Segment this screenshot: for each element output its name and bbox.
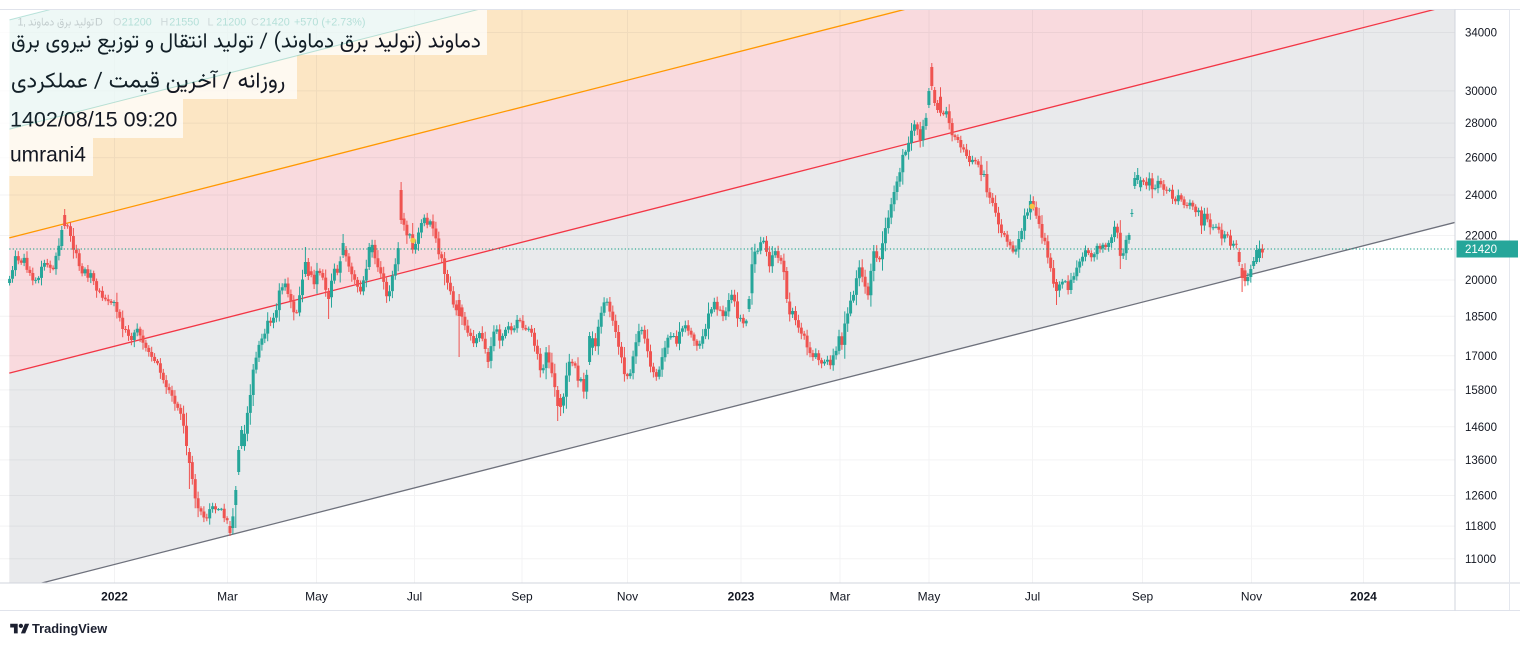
svg-text:May: May bbox=[305, 590, 328, 604]
svg-text:17000: 17000 bbox=[1465, 351, 1497, 363]
svg-text:30000: 30000 bbox=[1465, 86, 1497, 98]
svg-text:15800: 15800 bbox=[1465, 385, 1497, 397]
svg-text:Mar: Mar bbox=[217, 590, 238, 604]
svg-text:14600: 14600 bbox=[1465, 422, 1497, 434]
svg-text:Mar: Mar bbox=[830, 590, 851, 604]
svg-text:TradingView: TradingView bbox=[32, 621, 107, 636]
svg-text:Jul: Jul bbox=[407, 590, 422, 604]
svg-text:Nov: Nov bbox=[1241, 590, 1262, 604]
svg-text:26000: 26000 bbox=[1465, 153, 1497, 165]
svg-text:2022: 2022 bbox=[101, 590, 128, 604]
svg-text:Sep: Sep bbox=[511, 590, 533, 604]
svg-text:11800: 11800 bbox=[1465, 521, 1496, 533]
svg-text:22000: 22000 bbox=[1465, 231, 1497, 243]
svg-text:28000: 28000 bbox=[1465, 118, 1497, 130]
svg-text:1402/08/15 09:20: 1402/08/15 09:20 bbox=[10, 108, 177, 132]
svg-text:Jul: Jul bbox=[1025, 590, 1040, 604]
svg-text:May: May bbox=[918, 590, 941, 604]
svg-text:11000: 11000 bbox=[1465, 554, 1496, 566]
svg-text:21420: 21420 bbox=[1465, 244, 1497, 256]
svg-text:12600: 12600 bbox=[1465, 491, 1497, 503]
svg-text:Nov: Nov bbox=[617, 590, 638, 604]
svg-text:2024: 2024 bbox=[1350, 590, 1377, 604]
svg-text:Sep: Sep bbox=[1132, 590, 1154, 604]
svg-text:34000: 34000 bbox=[1465, 28, 1497, 40]
svg-text:2023: 2023 bbox=[728, 590, 755, 604]
svg-text:13600: 13600 bbox=[1465, 455, 1497, 467]
svg-text:20000: 20000 bbox=[1465, 275, 1497, 287]
svg-text:18500: 18500 bbox=[1465, 311, 1497, 323]
svg-text:umrani4: umrani4 bbox=[10, 144, 86, 167]
svg-text:24000: 24000 bbox=[1465, 190, 1497, 202]
